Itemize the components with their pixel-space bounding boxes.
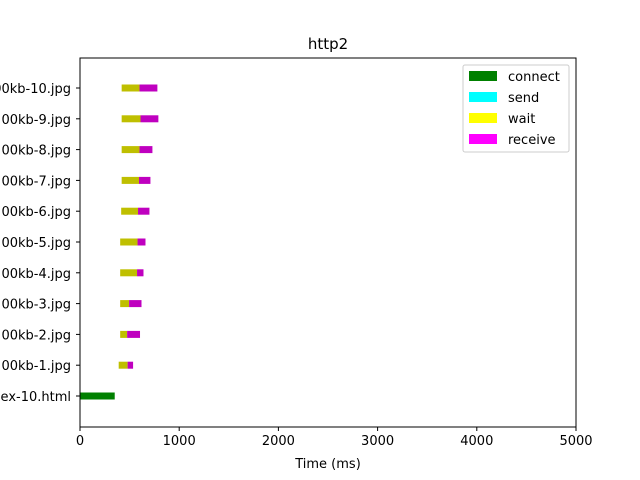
y-tick-label: 00kb-2.jpg xyxy=(1,328,71,343)
legend-swatch-receive xyxy=(469,134,497,144)
bar-receive-9 xyxy=(140,115,159,123)
legend-label-connect: connect xyxy=(508,70,560,85)
bar-receive-6 xyxy=(138,207,150,215)
bar-wait-7 xyxy=(121,176,140,184)
bar-wait-6 xyxy=(121,207,139,215)
x-tick-label: 0 xyxy=(76,434,84,449)
bar-receive-1 xyxy=(127,361,134,369)
bar-receive-7 xyxy=(139,176,151,184)
y-tick-label: 00kb-3.jpg xyxy=(1,298,71,313)
x-tick-label: 1000 xyxy=(163,434,196,449)
x-tick-label: 4000 xyxy=(460,434,493,449)
bar-wait-3 xyxy=(120,300,130,308)
bar-receive-5 xyxy=(137,238,146,246)
legend-label-wait: wait xyxy=(508,112,535,127)
y-tick-label: 00kb-9.jpg xyxy=(1,113,71,128)
bar-wait-1 xyxy=(118,361,128,369)
legend-label-receive: receive xyxy=(508,133,556,148)
bar-wait-10 xyxy=(121,84,140,92)
x-tick-label: 5000 xyxy=(559,434,592,449)
y-tick-label: 00kb-10.jpg xyxy=(0,82,71,97)
bar-receive-2 xyxy=(127,330,141,338)
bar-wait-8 xyxy=(121,146,140,154)
bar-wait-9 xyxy=(121,115,141,123)
y-tick-label: 00kb-8.jpg xyxy=(1,144,71,159)
legend: connect send wait receive xyxy=(462,64,570,153)
x-tick-label: 3000 xyxy=(361,434,394,449)
bar-wait-2 xyxy=(120,330,128,338)
y-tick-label: ex-10.html xyxy=(1,390,71,405)
y-tick-label: 00kb-7.jpg xyxy=(1,174,71,189)
bar-receive-4 xyxy=(137,269,144,277)
x-axis-label: Time (ms) xyxy=(294,457,361,472)
bar-receive-10 xyxy=(139,84,158,92)
bar-connect-0 xyxy=(80,392,115,400)
legend-swatch-connect xyxy=(469,71,497,81)
bar-wait-5 xyxy=(120,238,138,246)
legend-swatch-send xyxy=(469,92,497,102)
bar-receive-3 xyxy=(129,300,142,308)
legend-swatch-wait xyxy=(469,113,497,123)
legend-box xyxy=(462,64,570,153)
y-tick-label: 00kb-5.jpg xyxy=(1,236,71,251)
legend-label-send: send xyxy=(508,91,539,106)
x-tick-label: 2000 xyxy=(262,434,295,449)
y-tick-label: 00kb-6.jpg xyxy=(1,205,71,220)
bar-wait-4 xyxy=(120,269,138,277)
bar-receive-8 xyxy=(139,146,153,154)
y-tick-label: 00kb-1.jpg xyxy=(1,359,71,374)
chart-title: http2 xyxy=(308,35,348,53)
y-tick-label: 00kb-4.jpg xyxy=(1,267,71,282)
